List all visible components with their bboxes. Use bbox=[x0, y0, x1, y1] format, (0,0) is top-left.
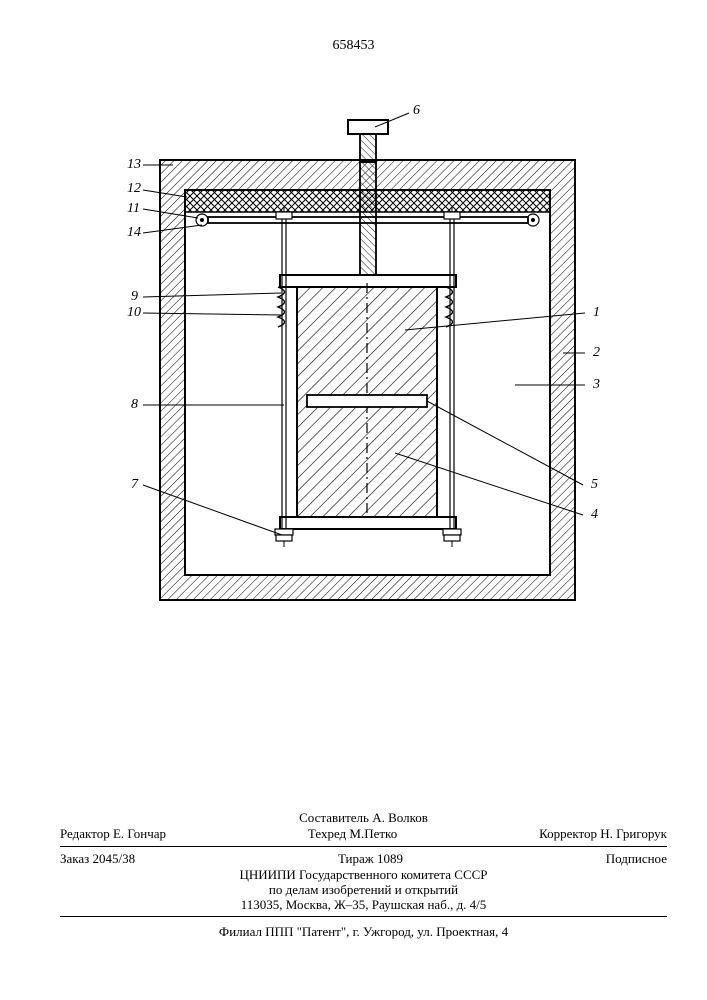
label-6: 6 bbox=[413, 103, 420, 119]
label-8: 8 bbox=[131, 397, 138, 413]
piston-rod bbox=[360, 162, 376, 280]
patent-number: 658453 bbox=[333, 38, 375, 54]
hr-2 bbox=[60, 916, 667, 917]
editor: Редактор Е. Гончар bbox=[60, 826, 166, 842]
left-rod bbox=[275, 207, 293, 547]
label-13: 13 bbox=[127, 157, 141, 173]
tirage: Тираж 1089 bbox=[338, 851, 403, 867]
label-12: 12 bbox=[127, 181, 141, 197]
right-rod bbox=[443, 207, 461, 547]
corrector: Корректор Н. Григорук bbox=[539, 826, 667, 842]
label-11: 11 bbox=[127, 201, 140, 217]
label-5: 5 bbox=[591, 477, 598, 493]
hr-1 bbox=[60, 846, 667, 847]
order: Заказ 2045/38 bbox=[60, 851, 135, 867]
label-1: 1 bbox=[593, 305, 600, 321]
sample-body bbox=[297, 283, 437, 521]
subscription: Подписное bbox=[606, 851, 667, 867]
label-2: 2 bbox=[593, 345, 600, 361]
label-4: 4 bbox=[591, 507, 598, 523]
sample-top-cap bbox=[280, 275, 456, 287]
org-line-2: по делам изобретений и открытий bbox=[60, 882, 667, 898]
technical-diagram: 1 2 3 5 4 6 13 12 11 14 9 10 8 7 bbox=[85, 105, 625, 645]
branch: Филиал ППП "Патент", г. Ужгород, ул. Про… bbox=[60, 924, 667, 940]
label-10: 10 bbox=[127, 305, 141, 321]
label-14: 14 bbox=[127, 225, 141, 241]
address: 113035, Москва, Ж–35, Раушская наб., д. … bbox=[60, 897, 667, 913]
piston-head bbox=[348, 120, 388, 162]
roller-left bbox=[196, 214, 208, 226]
techred: Техред М.Петко bbox=[308, 826, 397, 842]
sample-bottom-cap bbox=[280, 517, 456, 529]
org-line-1: ЦНИИПИ Государственного комитета СССР bbox=[60, 867, 667, 883]
label-3: 3 bbox=[593, 377, 600, 393]
label-9: 9 bbox=[131, 289, 138, 305]
label-7: 7 bbox=[131, 477, 138, 493]
author-line: Составитель А. Волков bbox=[60, 810, 667, 826]
page: 658453 bbox=[0, 0, 707, 1000]
